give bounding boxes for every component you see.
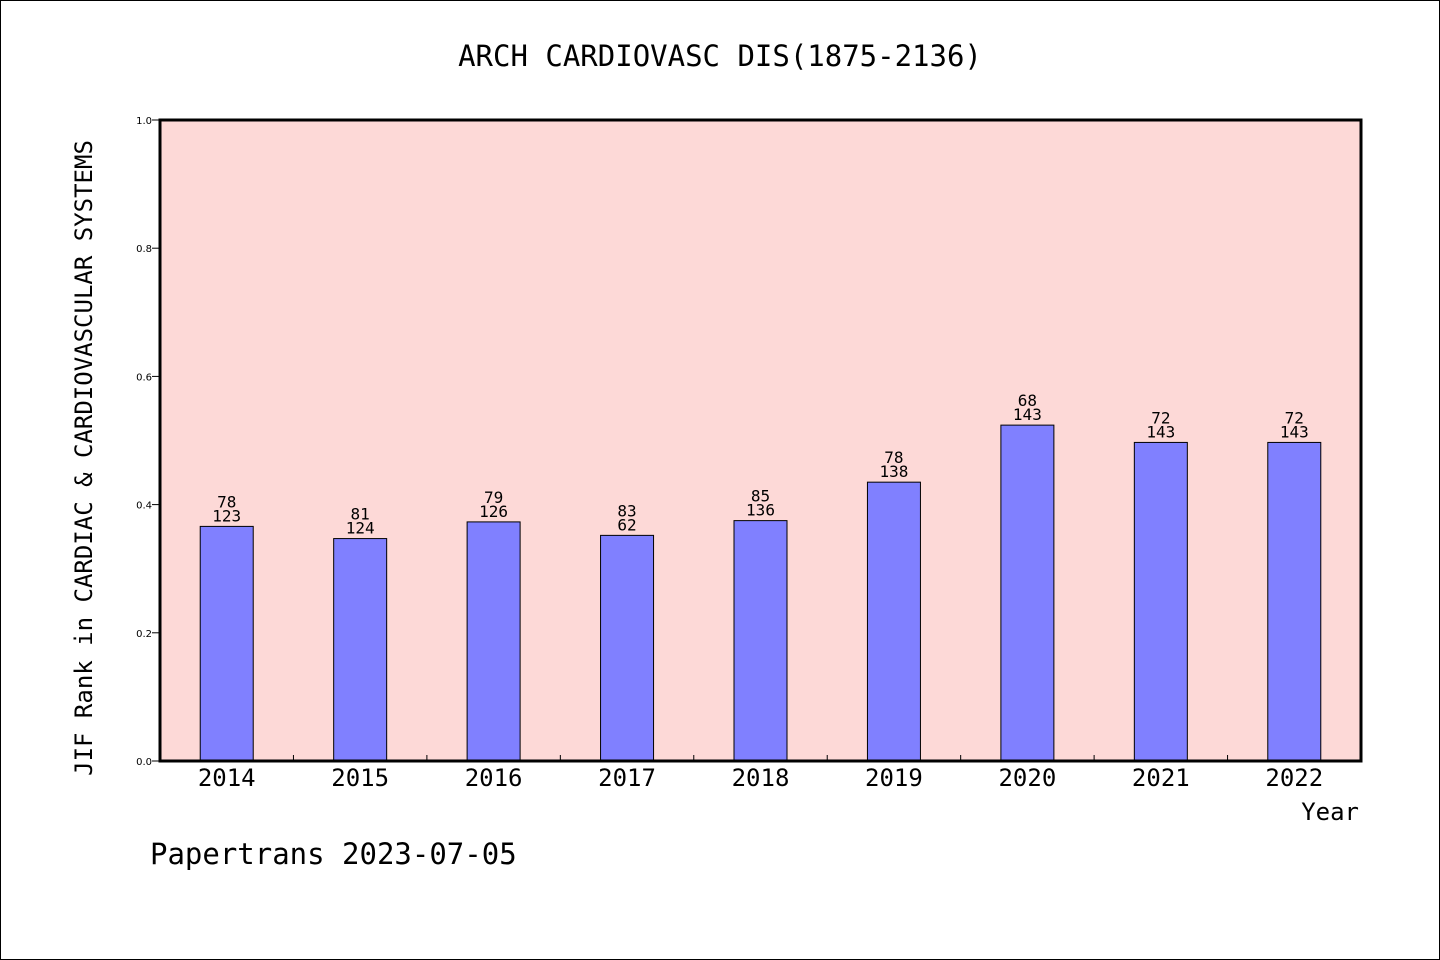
bar-2017 [600,534,655,762]
bar-total-label: 62 [617,515,636,534]
bar-2018 [733,520,788,762]
x-tick-label: 2018 [732,764,790,792]
y-tick-label: 0.0 [136,757,152,768]
bar-rank-label: 85 [751,487,770,506]
x-tick-label: 2014 [198,764,256,792]
bar-rank-label: 79 [484,488,503,507]
x-tick-label: 2016 [465,764,523,792]
bar-rank-label: 81 [351,505,370,524]
bar-2020 [1000,424,1055,762]
y-axis-label: JIF Rank in CARDIAC & CARDIOVASCULAR SYS… [70,140,98,776]
x-tick-label: 2020 [998,764,1056,792]
bar-2015 [333,538,388,762]
bar-2016 [466,521,521,762]
bar-total-label: 124 [346,519,375,538]
y-tick-labels: 0.0 0.2 0.4 0.6 0.8 1.0 [136,116,152,768]
bar-rank-label: 78 [217,492,236,511]
bar-2014 [199,525,254,762]
chart-title: ARCH CARDIOVASC DIS(1875-2136) [458,39,982,73]
bar-total-label: 126 [479,502,508,521]
bar-total-label: 143 [1280,422,1309,441]
bar-total-label: 136 [746,501,775,520]
bar-total-label: 123 [212,506,241,525]
y-tick-label: 0.4 [136,501,152,512]
y-tick-label: 0.8 [136,244,152,255]
plot-border [158,118,1363,763]
bar-2021 [1133,441,1188,762]
bar-total-label: 143 [1013,405,1042,424]
x-tick-label: 2017 [598,764,656,792]
y-tick-label: 0.2 [136,629,152,640]
bar-rank-label: 78 [884,448,903,467]
x-tick-labels: 2014 2015 2016 2017 2018 2019 2020 2021 2022 [198,764,1323,792]
x-tick-label: 2015 [331,764,389,792]
x-tick-label: 2022 [1265,764,1323,792]
bars [199,424,1322,762]
bar-rank-label: 83 [617,501,636,520]
x-tick-label: 2021 [1132,764,1190,792]
x-tick-label: 2019 [865,764,923,792]
bar-rank-label: 68 [1018,391,1037,410]
bar-total-label: 143 [1146,422,1175,441]
bar-2019 [866,481,921,762]
x-axis-label: Year [1301,798,1359,826]
bar-rank-label: 72 [1285,408,1304,427]
bar-2022 [1267,441,1322,762]
footer-watermark: Papertrans 2023-07-05 [150,837,517,871]
y-tick-label: 1.0 [136,116,152,127]
bar-rank-label: 72 [1151,408,1170,427]
bar-total-label: 138 [879,462,908,481]
y-tick-label: 0.6 [136,372,152,383]
